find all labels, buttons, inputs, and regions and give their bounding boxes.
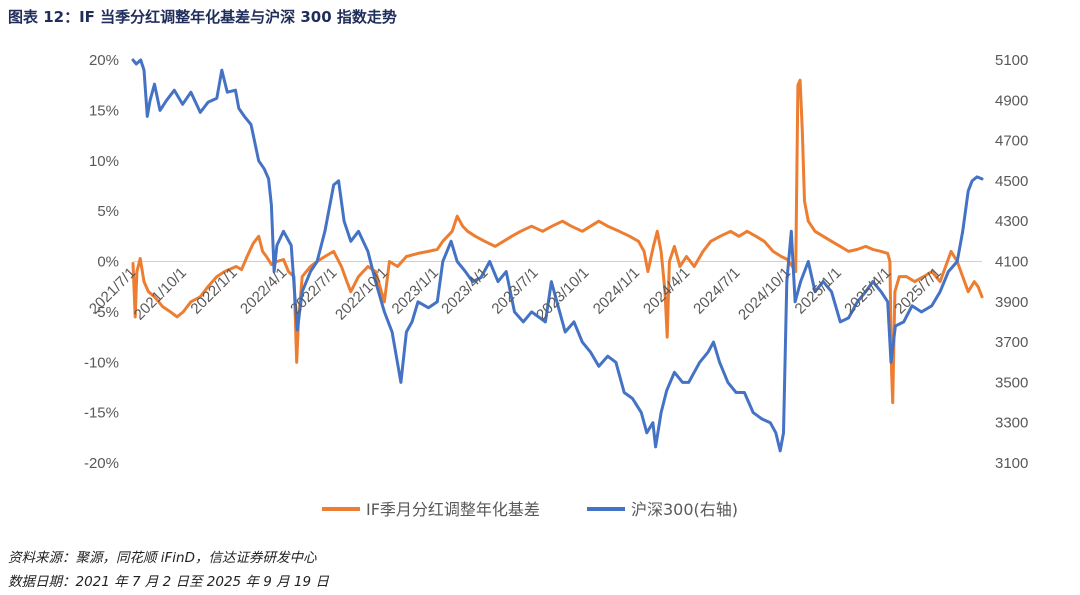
left-axis: 20% 15% 10% 5% 0% -5% -10% -15% -20% xyxy=(84,52,119,472)
y-right-tick-label: 4300 xyxy=(995,213,1028,230)
chart: 20% 15% 10% 5% 0% -5% -10% -15% -20% 5100 4900 470… xyxy=(84,52,1028,519)
y-left-tick-label: 15% xyxy=(89,102,119,119)
x-tick-label: 2023/10/1 xyxy=(533,264,592,323)
y-right-tick-label: 3900 xyxy=(995,294,1028,311)
legend: IF季月分红调整年化基差 沪深300(右轴) xyxy=(322,500,738,519)
y-right-tick-label: 4100 xyxy=(995,254,1028,271)
y-right-tick-label: 3300 xyxy=(995,415,1028,432)
y-right-tick-label: 3700 xyxy=(995,334,1028,351)
legend-label-csi300: 沪深300(右轴) xyxy=(631,500,738,519)
series-layer xyxy=(131,58,984,453)
y-left-tick-label: 10% xyxy=(89,153,119,170)
right-axis: 5100 4900 4700 4500 4300 4100 3900 3700 3500 3300… xyxy=(995,52,1028,472)
y-right-tick-label: 4500 xyxy=(995,173,1028,190)
y-right-tick-label: 4900 xyxy=(995,92,1028,109)
x-tick-label: 2024/1/1 xyxy=(590,264,643,317)
y-right-tick-label: 5100 xyxy=(995,52,1028,69)
y-left-tick-label: 20% xyxy=(89,52,119,69)
source-note: 资料来源：聚源，同花顺 iFinD，信达证券研发中心 xyxy=(8,550,317,566)
y-left-tick-label: 5% xyxy=(97,203,119,220)
csi300-series-line xyxy=(131,58,984,453)
date-range-note: 数据日期：2021 年 7 月 2 日至 2025 年 9 月 19 日 xyxy=(8,574,329,590)
y-left-tick-label: -5% xyxy=(92,304,119,321)
y-left-tick-label: -20% xyxy=(84,455,119,472)
y-left-tick-label: -10% xyxy=(84,354,119,371)
y-left-tick-label: 0% xyxy=(97,254,119,271)
figure-title: 图表 12：IF 当季分红调整年化基差与沪深 300 指数走势 xyxy=(8,8,397,26)
y-left-tick-label: -15% xyxy=(84,405,119,422)
y-right-tick-label: 4700 xyxy=(995,133,1028,150)
basis-series-line xyxy=(131,78,984,405)
x-tick-label: 2022/4/1 xyxy=(237,264,290,317)
legend-label-basis: IF季月分红调整年化基差 xyxy=(366,500,540,519)
y-right-tick-label: 3500 xyxy=(995,374,1028,391)
x-tick-label: 2022/1/1 xyxy=(187,264,240,317)
y-right-tick-label: 3100 xyxy=(995,455,1028,472)
x-tick-label: 2025/4/1 xyxy=(841,264,894,317)
